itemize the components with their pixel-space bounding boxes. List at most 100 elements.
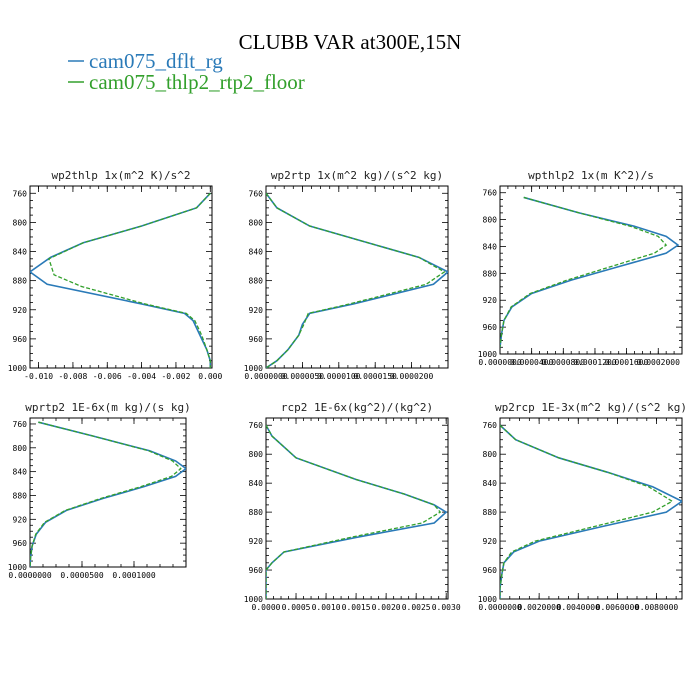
legend: cam075_dflt_rg cam075_thlp2_rtp2_floor: [68, 49, 305, 94]
y-tick-label: 760: [483, 421, 498, 430]
y-tick-label: 840: [13, 468, 28, 477]
y-tick-label: 920: [249, 306, 264, 315]
y-tick-label: 760: [249, 189, 264, 198]
y-tick-label: 840: [249, 479, 264, 488]
y-tick-label: 880: [13, 491, 28, 500]
x-tick-label: 0.0015: [342, 603, 371, 612]
y-tick-label: 960: [249, 566, 264, 575]
x-tick-label: 0.0000100: [317, 372, 361, 381]
y-tick-label: 880: [249, 508, 264, 517]
x-tick-label: 0.0010: [312, 603, 341, 612]
plot-frame: [499, 417, 683, 600]
y-tick-label: 800: [13, 444, 28, 453]
y-tick-label: 800: [249, 218, 264, 227]
y-tick-label: 960: [483, 566, 498, 575]
subplot-title: wp2rcp 1E-3x(m^2 kg)/(s^2 kg): [495, 401, 687, 414]
y-tick-label: 1000: [8, 364, 27, 373]
legend-item-2: cam075_thlp2_rtp2_floor: [68, 70, 305, 94]
x-tick-label: 0.0001600: [605, 358, 649, 367]
series-line-2: [30, 421, 182, 567]
y-tick-label: 840: [483, 479, 498, 488]
series-line-2: [266, 192, 446, 368]
series-group: [266, 424, 448, 599]
x-tick-label: 0.0000200: [390, 372, 434, 381]
y-tick-label: 1000: [244, 364, 263, 373]
series-line-1: [266, 424, 448, 599]
subplot-title: wprtp2 1E-6x(m kg)/(s kg): [25, 401, 191, 414]
y-tick-label: 800: [483, 216, 498, 225]
y-tick-label: 880: [483, 508, 498, 517]
x-tick-label: 0.0000500: [60, 571, 104, 580]
y-tick-label: 920: [13, 306, 28, 315]
x-tick-label: 0.0001200: [573, 358, 617, 367]
subplot-3: wpthlp2 1x(m K^2)/s 760 800 840 880 920 960 100…: [478, 169, 683, 367]
x-tick-label: -0.002: [161, 372, 190, 381]
subplot-6: wp2rcp 1E-3x(m^2 kg)/(s^2 kg) 760 800 840 88…: [478, 401, 687, 612]
x-tick-label: 0.0080000: [635, 603, 679, 612]
x-tick-label: 0.0040000: [557, 603, 601, 612]
x-tick-label: 0.0000000: [244, 372, 288, 381]
y-tick-label: 1000: [478, 350, 497, 359]
series-line-1: [500, 196, 680, 348]
x-tick-label: -0.004: [127, 372, 156, 381]
subplot-1: wp2thlp 1x(m^2 K)/s^2 760 800 840 880 920 960 1…: [8, 169, 223, 381]
plot-frame: [499, 185, 683, 355]
subplot-title: wpthlp2 1x(m K^2)/s: [528, 169, 654, 182]
y-tick-label: 960: [13, 539, 28, 548]
x-tick-label: -0.008: [58, 372, 87, 381]
x-tick-label: 0.0001000: [112, 571, 156, 580]
x-tick-label: 0.0000800: [542, 358, 586, 367]
x-tick-label: 0.0000000: [478, 603, 522, 612]
subplot-title: wp2thlp 1x(m^2 K)/s^2: [51, 169, 190, 182]
x-tick-label: 0.0000050: [281, 372, 325, 381]
series-line-2: [500, 196, 668, 348]
x-tick-label: 0.0030: [432, 603, 461, 612]
series-group: [266, 192, 448, 368]
subplot-title: wp2rtp 1x(m^2 kg)/(s^2 kg): [271, 169, 443, 182]
subplot-2: wp2rtp 1x(m^2 kg)/(s^2 kg) 760 800 840 880 92…: [244, 169, 449, 381]
subplot-5: rcp2 1E-6x(kg^2)/(kg^2) 760 800 840 880 920 96…: [244, 401, 461, 612]
x-tick-label: 0.0000150: [354, 372, 398, 381]
x-tick-label: -0.006: [93, 372, 122, 381]
y-tick-label: 760: [249, 421, 264, 430]
x-tick-label: 0.0020000: [517, 603, 561, 612]
x-tick-label: 0.0000000: [478, 358, 522, 367]
x-tick-label: 0.0020: [372, 603, 401, 612]
legend-label-1: cam075_dflt_rg: [89, 49, 223, 73]
series-line-2: [266, 424, 442, 599]
plot-frame: [265, 417, 449, 600]
series-line-2: [500, 424, 674, 599]
series-group: [500, 424, 682, 599]
y-tick-label: 920: [249, 537, 264, 546]
subplot-title: rcp2 1E-6x(kg^2)/(kg^2): [281, 401, 433, 414]
y-tick-label: 920: [483, 296, 498, 305]
y-tick-label: 760: [483, 189, 498, 198]
y-tick-label: 1000: [478, 595, 497, 604]
series-group: [30, 421, 186, 567]
y-tick-label: 1000: [244, 595, 263, 604]
series-line-1: [30, 192, 212, 368]
y-tick-label: 920: [13, 515, 28, 524]
y-tick-label: 800: [13, 218, 28, 227]
x-tick-label: 0.000: [198, 372, 222, 381]
y-tick-label: 880: [249, 277, 264, 286]
x-tick-label: -0.010: [24, 372, 53, 381]
y-tick-label: 960: [483, 323, 498, 332]
x-tick-label: 0.0005: [282, 603, 311, 612]
series-group: [30, 192, 212, 368]
y-tick-label: 760: [13, 189, 28, 198]
y-tick-label: 800: [483, 450, 498, 459]
y-tick-label: 960: [13, 335, 28, 344]
y-tick-label: 880: [13, 277, 28, 286]
subplot-grid: wp2thlp 1x(m^2 K)/s^2 760 800 840 880 920 960 1…: [8, 169, 687, 612]
x-tick-label: 0.0000000: [8, 571, 52, 580]
series-line-1: [30, 421, 186, 567]
series-line-2: [48, 192, 211, 368]
plot-frame: [265, 185, 449, 369]
y-tick-label: 840: [483, 242, 498, 251]
y-tick-label: 840: [13, 248, 28, 257]
y-tick-label: 960: [249, 335, 264, 344]
subplot-4: wprtp2 1E-6x(m kg)/(s kg) 760 800 840 880 920…: [8, 401, 191, 580]
x-tick-label: 0.0002000: [637, 358, 681, 367]
